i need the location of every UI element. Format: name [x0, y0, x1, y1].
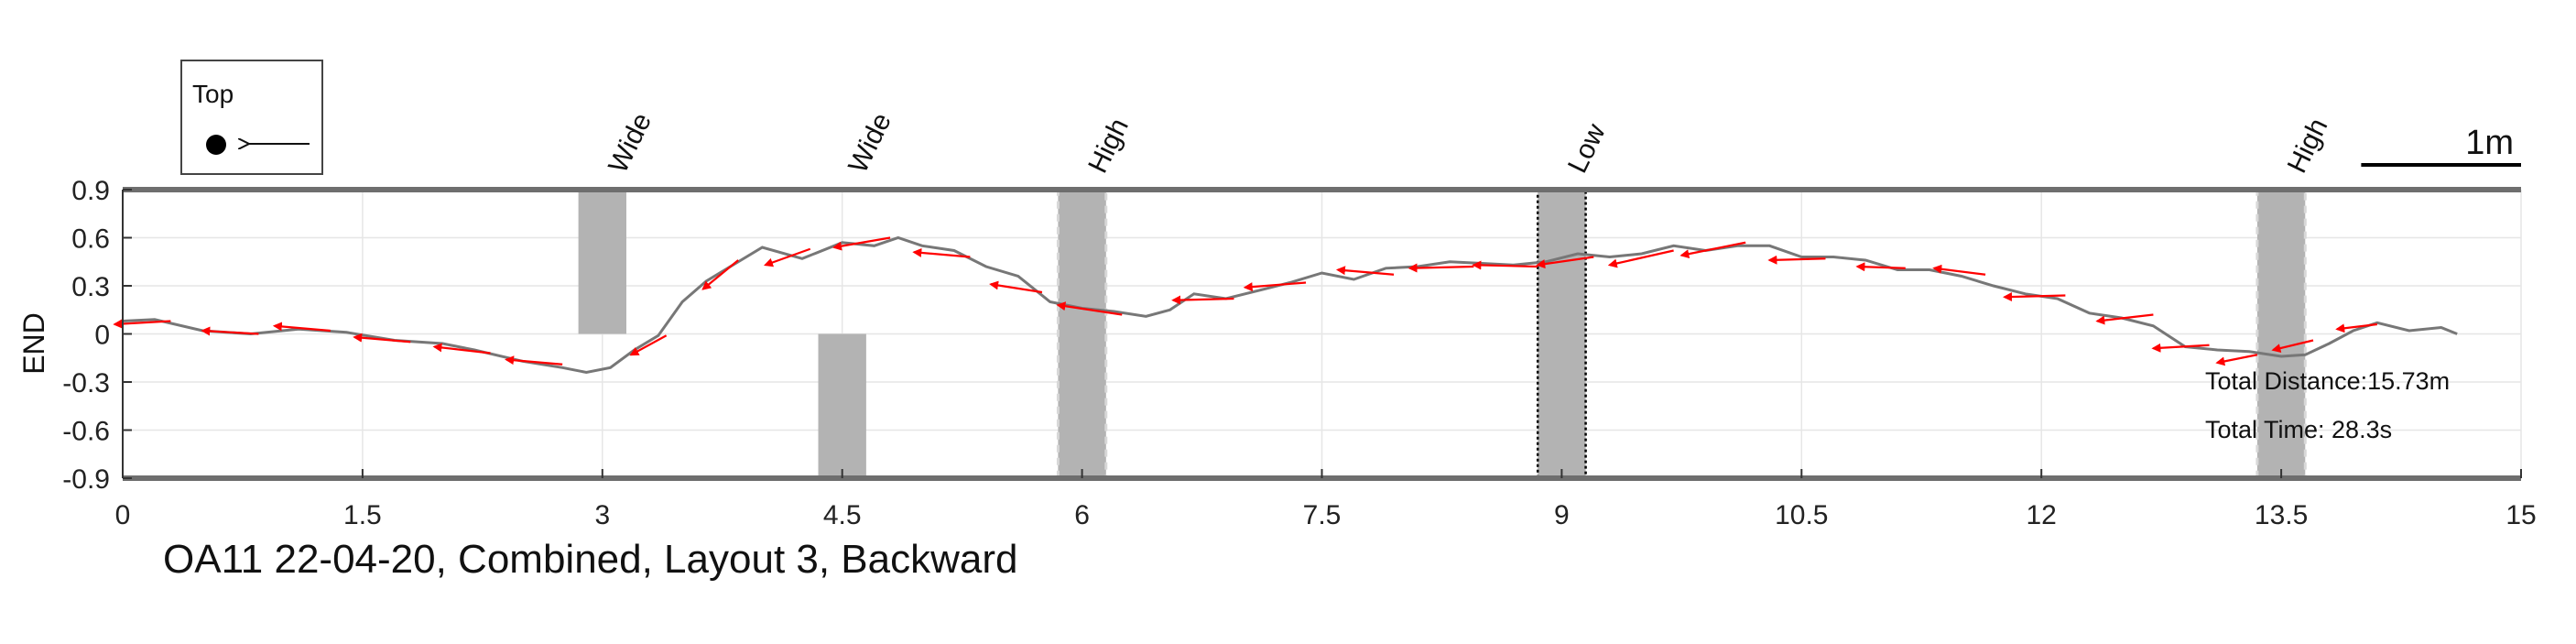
- x-tick-labels: 0 1.5 3 4.5 6 7.5 9 10.5 12 13.5 15: [115, 500, 2537, 530]
- obstacle-low: [1536, 188, 1587, 480]
- heading-arrow: [989, 280, 1043, 294]
- heading-arrow: [432, 343, 491, 355]
- legend: Top: [180, 60, 323, 175]
- x-tick-label: 9: [1554, 500, 1570, 530]
- x-tick-label: 12: [2027, 500, 2057, 530]
- y-tick-label: -0.3: [62, 368, 110, 398]
- heading-arrow: [1536, 256, 1594, 269]
- x-tick-label: 6: [1074, 500, 1090, 530]
- obstacles: [578, 188, 2307, 480]
- scale-bar-label: 1m: [2465, 124, 2514, 162]
- grid-lines: [122, 189, 2522, 479]
- heading-arrow: [1243, 281, 1307, 292]
- heading-arrow: [505, 355, 563, 366]
- heading-arrow: [2215, 354, 2258, 366]
- heading-arrow: [113, 319, 171, 329]
- obstacle-wide: [818, 333, 866, 478]
- heading-arrow: [2151, 343, 2210, 353]
- obstacle-label: High: [1082, 114, 1135, 178]
- y-tick-labels: 0.9 0.6 0.3 0 -0.3 -0.6 -0.9: [62, 176, 110, 495]
- y-axis-label: END: [17, 312, 50, 375]
- heading-arrow: [2271, 339, 2314, 353]
- heading-arrows: [113, 236, 2377, 366]
- axes-frame: [122, 187, 2522, 481]
- obstacle-label: Wide: [842, 108, 897, 178]
- obstacle-label: Wide: [603, 108, 658, 178]
- heading-arrow: [764, 247, 811, 267]
- heading-arrow: [1472, 260, 1538, 270]
- heading-arrow: [1171, 295, 1234, 305]
- heading-arrow: [629, 334, 668, 356]
- total-time-text: Total Time: 28.3s: [2205, 416, 2392, 443]
- heading-arrow: [1932, 264, 1986, 276]
- heading-arrow: [1679, 241, 1746, 259]
- x-tick-label: 10.5: [1775, 500, 1828, 530]
- y-tick-label: 0.3: [71, 272, 110, 302]
- obstacle-high: [1056, 188, 1108, 480]
- x-tick-label: 15: [2505, 500, 2536, 530]
- heading-arrow: [1056, 301, 1123, 316]
- heading-arrow: [353, 333, 411, 344]
- heading-arrow: [1335, 266, 1395, 276]
- x-tick-label: 4.5: [823, 500, 862, 530]
- y-tick-label: -0.9: [62, 464, 110, 495]
- heading-arrow: [1607, 249, 1674, 268]
- heading-arrow: [2335, 322, 2377, 333]
- heading-arrow: [272, 322, 332, 333]
- total-distance-text: Total Distance:15.73m: [2205, 367, 2450, 395]
- y-tick-label: 0.9: [71, 176, 110, 206]
- heading-arrow: [1855, 262, 1906, 272]
- obstacle-label: High: [2282, 114, 2334, 178]
- x-tick-label: 3: [594, 500, 610, 530]
- legend-dot-icon: [206, 135, 226, 155]
- x-tick-label: 1.5: [343, 500, 382, 530]
- heading-arrow: [831, 236, 891, 251]
- x-tick-label: 13.5: [2255, 500, 2308, 530]
- y-tick-label: -0.6: [62, 417, 110, 447]
- x-tick-label: 7.5: [1303, 500, 1342, 530]
- obstacle-label: Low: [1562, 119, 1612, 178]
- trajectory-line: [122, 235, 2458, 375]
- heading-arrow: [1767, 255, 1826, 265]
- y-tick-label: 0.6: [71, 224, 110, 255]
- scale-bar: 1m: [2361, 124, 2521, 167]
- legend-box: [180, 60, 323, 175]
- obstacle-wide: [578, 190, 626, 334]
- heading-arrow: [1408, 263, 1474, 273]
- obstacle-labels: Wide Wide High Low High: [603, 108, 2333, 178]
- heading-arrow: [201, 326, 259, 336]
- y-tick-label: 0: [94, 321, 110, 351]
- heading-arrow: [912, 247, 971, 258]
- heading-arrow: [2003, 292, 2066, 302]
- heading-arrow: [2095, 313, 2154, 325]
- chart-title: OA11 22-04-20, Combined, Layout 3, Backw…: [163, 537, 1018, 582]
- x-tick-label: 0: [115, 500, 131, 530]
- legend-title: Top: [192, 80, 234, 108]
- heading-arrow: [701, 259, 739, 290]
